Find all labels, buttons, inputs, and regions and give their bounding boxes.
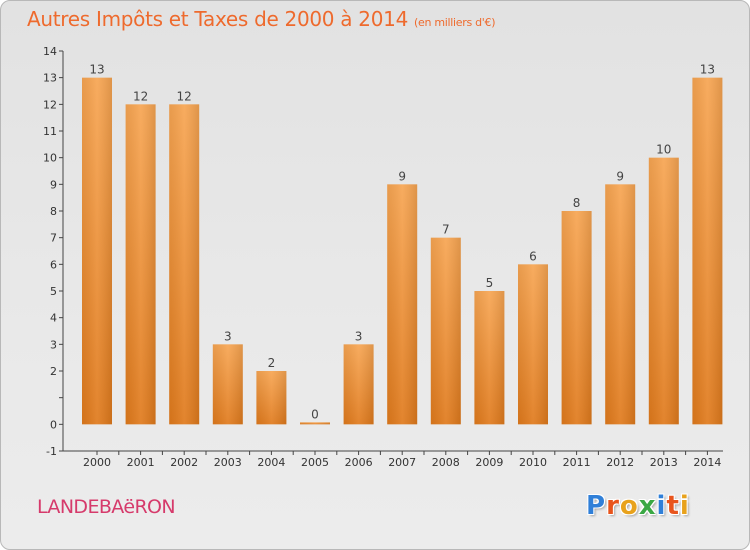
bar-shade-2003 (212, 344, 243, 425)
chart-title-text: Autres Impôts et Taxes de 2000 à 2014 (27, 7, 408, 31)
y-tick-label: 5 (50, 285, 57, 298)
data-label-2012: 9 (616, 169, 624, 183)
brand-letter: x (638, 491, 657, 521)
y-tick-label: -1 (46, 445, 57, 458)
data-label-2010: 6 (529, 249, 537, 263)
data-label-2002: 12 (177, 89, 192, 103)
y-tick-label: 10 (43, 152, 57, 165)
x-tick-label-2000: 2000 (83, 456, 111, 469)
x-tick-label-2002: 2002 (170, 456, 198, 469)
x-tick-label-2014: 2014 (693, 456, 721, 469)
bar-shade-2009 (474, 291, 505, 425)
x-tick-label-2013: 2013 (650, 456, 678, 469)
x-tick-label-2006: 2006 (345, 456, 373, 469)
chart-title: Autres Impôts et Taxes de 2000 à 2014 (en… (27, 7, 495, 31)
x-tick-label-2003: 2003 (214, 456, 242, 469)
x-tick-label-2007: 2007 (388, 456, 416, 469)
y-tick-label: 2 (50, 365, 57, 378)
data-label-2011: 8 (573, 196, 581, 210)
data-label-2006: 3 (355, 329, 363, 343)
y-tick-label: 8 (50, 205, 57, 218)
label-layer: 13 2000 12 2001 12 2002 3 2003 2 2004 0 2005 3 2006 9 2… (83, 63, 721, 469)
data-label-2008: 7 (442, 223, 450, 237)
data-label-2009: 5 (486, 276, 494, 290)
bar-shade-2001 (125, 104, 156, 425)
data-label-2004: 2 (268, 356, 276, 370)
brand-letter: P (586, 491, 607, 521)
brand-letter: o (619, 491, 639, 521)
commune-name: LANDEBAëRON (37, 496, 176, 518)
bar-shade-2004 (256, 371, 287, 425)
x-tick-label-2005: 2005 (301, 456, 329, 469)
bar-shade-2000 (82, 77, 112, 425)
y-tick-label: 13 (43, 72, 57, 85)
bar-shade-2002 (169, 104, 200, 425)
x-tick-label-2001: 2001 (127, 456, 155, 469)
bar-shade-2006 (343, 344, 374, 425)
bar-shade-2011 (561, 211, 592, 425)
bar-shade-2010 (518, 264, 548, 425)
chart-subtitle: (en milliers d'€) (414, 16, 496, 29)
bar-shade-2008 (430, 237, 461, 425)
data-label-2007: 9 (398, 169, 406, 183)
y-tick-label: 12 (43, 98, 57, 111)
y-tick-label: 6 (50, 258, 57, 271)
y-tick-label: 3 (50, 338, 57, 351)
y-tick-label: 9 (50, 178, 57, 191)
x-tick-label-2009: 2009 (475, 456, 503, 469)
brand-letter: i (679, 491, 690, 521)
brand-letter: r (606, 491, 620, 521)
axis-layer: -1 0 2 3 4 5 6 7 8 9 10 11 12 13 14 (43, 45, 723, 458)
brand-letter: t (666, 491, 680, 521)
x-tick-label-2011: 2011 (563, 456, 591, 469)
bar-shade-2005 (300, 422, 330, 425)
bar-layer (82, 77, 723, 425)
data-label-2005: 0 (311, 407, 319, 421)
x-tick-label-2012: 2012 (606, 456, 634, 469)
x-tick-label-2004: 2004 (257, 456, 285, 469)
y-tick-label: 4 (50, 312, 57, 325)
x-tick-label-2008: 2008 (432, 456, 460, 469)
bar-shade-2007 (387, 184, 418, 425)
bar-shade-2014 (692, 77, 723, 425)
brand-logo: Proxiti (586, 491, 690, 521)
data-label-2001: 12 (133, 89, 148, 103)
bar-shade-2013 (648, 157, 679, 425)
data-label-2003: 3 (224, 329, 232, 343)
data-label-2014: 13 (700, 63, 715, 77)
x-tick-label-2010: 2010 (519, 456, 547, 469)
y-tick-label: 0 (50, 418, 57, 431)
y-tick-label: 14 (43, 45, 57, 58)
data-label-2013: 10 (656, 143, 671, 157)
brand-letter: i (656, 491, 667, 521)
bar-shade-2012 (605, 184, 636, 425)
y-tick-label: 11 (43, 125, 57, 138)
y-tick-label: 7 (50, 232, 57, 245)
data-label-2000: 13 (89, 63, 104, 77)
